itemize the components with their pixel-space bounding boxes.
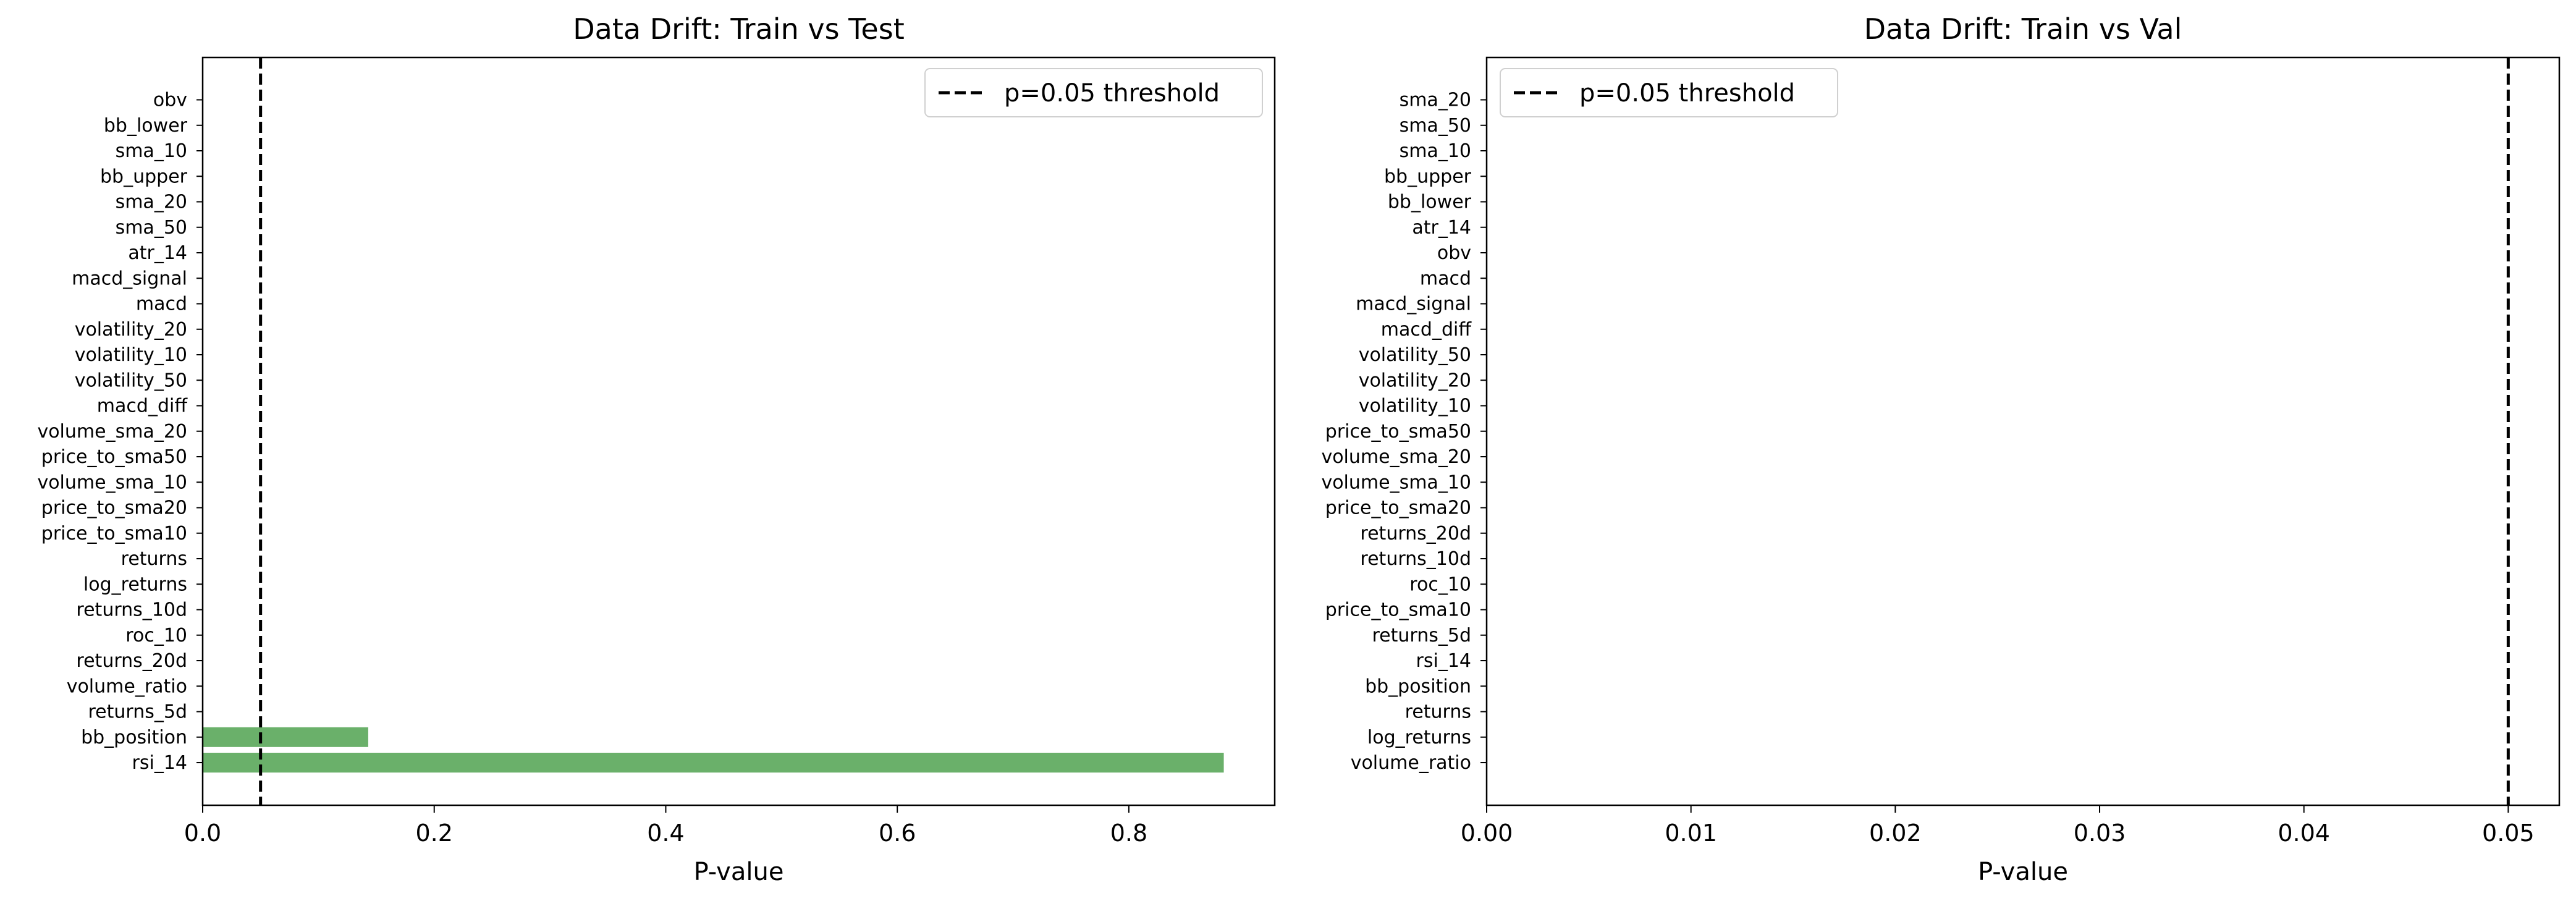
x-axis-label: P-value — [694, 858, 784, 886]
y-tick-label: bb_upper — [1384, 166, 1472, 187]
x-tick-label: 0.2 — [416, 819, 453, 847]
chart-panel-2: volume_ratio log_returns returns bb_positio… — [1321, 12, 2561, 886]
y-tick-label: sma_10 — [1400, 140, 1471, 162]
y-tick-label: volatility_10 — [1359, 396, 1471, 417]
chart-panel-1: rsi_14 bb_position returns_5d volume_ratio r… — [37, 12, 1276, 886]
y-tick-label: returns_20d — [1360, 523, 1471, 544]
bar — [203, 753, 1224, 773]
y-tick-label: returns — [1405, 701, 1471, 723]
y-tick-label: obv — [1437, 242, 1471, 264]
y-tick-label: returns_5d — [88, 701, 188, 723]
y-tick-label: volatility_50 — [75, 370, 187, 391]
y-tick-label: volume_ratio — [67, 675, 187, 697]
x-tick-label: 0.03 — [2074, 819, 2126, 847]
y-tick-label: bb_upper — [100, 166, 188, 187]
y-tick-label: rsi_14 — [132, 752, 187, 774]
x-tick-label: 0.01 — [1665, 819, 1717, 847]
x-tick-label: 0.8 — [1110, 819, 1147, 847]
x-tick-label: 0.05 — [2482, 819, 2535, 847]
y-tick-label: volume_sma_20 — [1321, 446, 1471, 468]
y-tick-label: volume_sma_20 — [37, 421, 187, 442]
y-tick-label: volume_sma_10 — [37, 472, 187, 493]
y-tick-label: sma_20 — [1400, 90, 1471, 111]
x-tick-label: 0.0 — [184, 819, 221, 847]
y-tick-label: log_returns — [83, 574, 187, 595]
y-tick-label: price_to_sma10 — [41, 523, 187, 544]
y-tick-label: returns_5d — [1372, 625, 1472, 646]
y-tick-label: volume_ratio — [1351, 752, 1471, 774]
y-tick-label: price_to_sma50 — [1325, 421, 1471, 442]
y-tick-label: atr_14 — [1412, 217, 1471, 239]
x-tick-label: 0.6 — [879, 819, 916, 847]
y-tick-label: price_to_sma50 — [41, 446, 187, 468]
y-tick-label: returns_10d — [76, 599, 187, 621]
y-tick-label: macd_signal — [72, 268, 187, 289]
legend-box — [1500, 68, 1838, 117]
y-tick-label: bb_position — [81, 727, 187, 748]
y-tick-label: sma_10 — [116, 140, 187, 162]
legend-box — [924, 68, 1263, 117]
y-tick-label: price_to_sma20 — [1325, 497, 1471, 519]
y-tick-label: rsi_14 — [1416, 650, 1471, 672]
x-tick-label: 0.00 — [1461, 819, 1513, 847]
y-tick-label: sma_50 — [116, 217, 187, 239]
y-tick-label: returns_20d — [76, 650, 187, 672]
y-tick-label: macd — [1420, 268, 1471, 289]
chart-panels: rsi_14bb_positionreturns_5dvolume_ratior… — [37, 12, 2561, 886]
y-tick-label: volatility_20 — [1359, 370, 1471, 391]
y-tick-label: atr_14 — [128, 242, 187, 264]
y-tick-label: price_to_sma20 — [41, 497, 187, 519]
y-tick-label: bb_lower — [1388, 192, 1472, 213]
legend-label: p=0.05 threshold — [1004, 79, 1220, 108]
y-tick-label: log_returns — [1367, 727, 1471, 748]
y-tick-label: volatility_20 — [75, 319, 187, 341]
y-tick-label: macd_signal — [1356, 294, 1471, 315]
chart-title: Data Drift: Train vs Test — [573, 12, 905, 46]
y-tick-label: returns_10d — [1360, 548, 1471, 570]
y-tick-label: volume_sma_10 — [1321, 472, 1471, 493]
y-tick-label: bb_position — [1365, 675, 1471, 697]
y-tick-label: macd — [136, 294, 187, 315]
y-tick-label: returns — [121, 548, 187, 570]
x-tick-label: 0.4 — [647, 819, 684, 847]
legend: p=0.05 threshold — [1500, 68, 1838, 117]
y-tick-label: volatility_50 — [1359, 344, 1471, 366]
legend-label: p=0.05 threshold — [1579, 79, 1795, 108]
chart-title: Data Drift: Train vs Val — [1864, 12, 2182, 46]
y-tick-label: roc_10 — [125, 625, 187, 646]
y-tick-label: price_to_sma10 — [1325, 599, 1471, 621]
y-tick-label: roc_10 — [1409, 574, 1471, 595]
y-tick-label: macd_diff — [97, 396, 188, 417]
y-tick-label: macd_diff — [1381, 319, 1472, 341]
y-tick-label: sma_50 — [1400, 115, 1471, 137]
y-tick-label: volatility_10 — [75, 344, 187, 366]
y-tick-label: sma_20 — [116, 192, 187, 213]
x-tick-label: 0.04 — [2278, 819, 2330, 847]
bar — [203, 727, 368, 747]
y-tick-label: bb_lower — [104, 115, 188, 137]
x-axis-label: P-value — [1978, 858, 2068, 886]
y-tick-label: obv — [153, 90, 187, 111]
x-tick-label: 0.02 — [1869, 819, 1922, 847]
legend: p=0.05 threshold — [924, 68, 1263, 117]
